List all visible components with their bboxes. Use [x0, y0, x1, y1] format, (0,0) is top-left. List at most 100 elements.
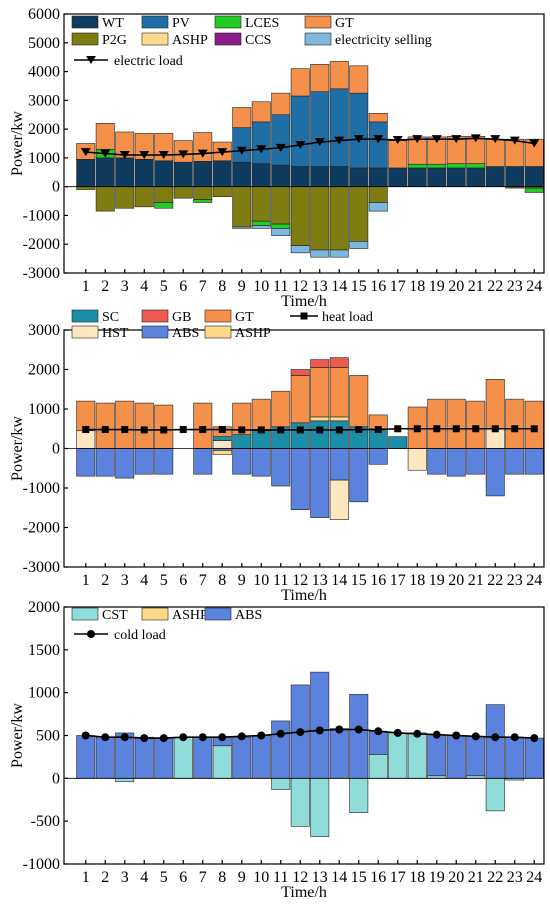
x-tick-label: 10: [253, 572, 269, 589]
bar-abs: [485, 448, 505, 497]
y-tick-label: 6000: [28, 6, 60, 23]
x-tick-label: 23: [507, 572, 523, 589]
plot-frame: [63, 606, 545, 865]
bar-wt: [329, 166, 349, 187]
load-point: [413, 729, 422, 738]
bar-p2g: [95, 186, 115, 212]
bar-gt: [329, 61, 349, 90]
bar-electricity-selling: [368, 202, 388, 212]
x-tick-label: 20: [448, 869, 464, 886]
bar-cst: [310, 778, 330, 837]
bar-gt: [329, 367, 349, 418]
load-point: [178, 150, 189, 159]
x-tick-label: 18: [409, 869, 425, 886]
load-point: [277, 426, 285, 434]
load-point: [160, 426, 168, 434]
load-point: [374, 727, 383, 736]
bar-wt: [310, 166, 330, 187]
bar-electricity-selling: [251, 225, 271, 229]
bar-gt: [485, 138, 505, 167]
legend-label: WT: [102, 16, 124, 31]
bar-p2g: [368, 186, 388, 203]
load-point: [197, 149, 208, 158]
bar-abs: [76, 448, 96, 477]
x-tick-label: 18: [409, 278, 425, 295]
x-tick-label: 20: [448, 278, 464, 295]
load-point: [217, 148, 228, 157]
bar-wt: [212, 160, 232, 187]
y-tick-label: 1000: [28, 401, 60, 418]
bar-abs: [446, 735, 466, 779]
bar-pv: [290, 95, 310, 167]
bar-pv: [232, 127, 252, 163]
x-tick-label: 4: [140, 869, 148, 886]
load-point: [295, 140, 306, 149]
bar-abs: [95, 448, 115, 477]
x-tick-label: 16: [370, 869, 386, 886]
bar-gt: [310, 64, 330, 93]
bar-wt: [388, 167, 408, 187]
legend-label: CST: [102, 608, 128, 623]
load-point: [451, 135, 462, 144]
load-point: [257, 426, 265, 434]
x-tick-label: 20: [448, 572, 464, 589]
plot-frame: [63, 13, 545, 274]
legend-label: GT: [235, 310, 254, 325]
legend-label: ABS: [235, 608, 262, 623]
y-tick-label: -1000: [23, 856, 60, 873]
bar-abs: [446, 448, 466, 477]
load-point: [374, 426, 382, 434]
legend-swatch-ashp: [204, 325, 232, 339]
bar-cst: [349, 778, 369, 813]
bar-lces: [193, 199, 213, 203]
load-point: [236, 146, 247, 155]
legend-label: ABS: [172, 326, 199, 341]
bar-abs: [154, 737, 174, 779]
load-point: [101, 426, 109, 434]
load-point: [431, 135, 442, 144]
bar-pv: [349, 92, 369, 169]
x-tick-label: 21: [468, 869, 484, 886]
bar-hst: [212, 440, 232, 449]
x-tick-label: 8: [218, 572, 226, 589]
legend-label: electric load: [114, 54, 183, 69]
bar-gt: [290, 375, 310, 424]
bar-lces: [251, 220, 271, 226]
bar-electricity-selling: [329, 249, 349, 258]
load-point: [257, 731, 266, 740]
x-tick-label: 11: [273, 572, 288, 589]
load-point: [392, 136, 403, 145]
bar-gt: [271, 92, 291, 116]
bar-abs: [154, 448, 174, 475]
y-tick-label: 2000: [28, 362, 60, 379]
bar-lces: [524, 187, 544, 193]
bar-abs: [349, 448, 369, 503]
chart-1: 6000 5000 4000 3000 2000 1000 0 -1000 -2000 -3000…: [9, 6, 545, 310]
load-point: [82, 426, 90, 434]
load-point: [158, 151, 169, 160]
bar-abs: [427, 448, 447, 475]
bar-pv: [310, 91, 330, 167]
load-point: [296, 728, 305, 737]
legend-swatch-ashp: [141, 32, 169, 46]
x-tick-label: 13: [312, 572, 328, 589]
y-tick-label: -3000: [23, 265, 60, 282]
legend-swatch-ccs: [214, 32, 242, 46]
bar-sc: [310, 420, 330, 449]
x-tick-label: 9: [238, 278, 246, 295]
bar-cst: [485, 778, 505, 812]
x-tick-label: 9: [238, 572, 246, 589]
bar-abs: [134, 448, 154, 475]
legend-swatch-abs: [204, 607, 232, 621]
legend-label: cold load: [114, 628, 166, 643]
x-tick-label: 6: [179, 572, 187, 589]
load-point: [81, 731, 90, 740]
x-tick-label: 12: [292, 869, 308, 886]
load-point: [433, 425, 441, 433]
x-tick-label: 16: [370, 572, 386, 589]
x-tick-label: 7: [199, 572, 207, 589]
load-point: [530, 734, 539, 743]
load-point: [121, 426, 129, 434]
load-point: [199, 426, 207, 434]
